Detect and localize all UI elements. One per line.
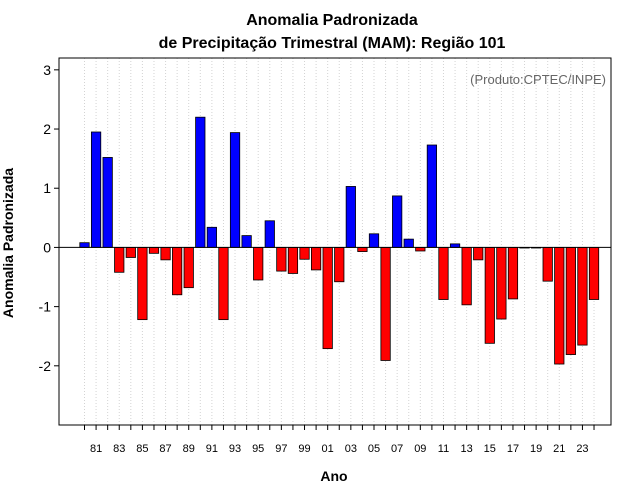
- bar-15: [484, 247, 495, 344]
- bar-02: [334, 247, 345, 283]
- bar-80: [79, 242, 90, 248]
- y-tick-label: -2: [39, 358, 52, 374]
- plot-frame: [58, 57, 612, 426]
- bar-13: [461, 247, 472, 306]
- bar-87: [160, 247, 171, 261]
- x-tick-label: 93: [229, 443, 241, 455]
- x-tick-label: 87: [159, 443, 171, 455]
- x-tick-label: 07: [391, 443, 403, 455]
- bar-22: [565, 247, 576, 355]
- bar-04: [357, 247, 368, 252]
- bar-05: [368, 233, 380, 248]
- x-axis-title: Ano: [320, 468, 347, 484]
- x-tick-label: 17: [507, 443, 519, 455]
- bar-24: [588, 247, 600, 300]
- x-tick-label: 85: [136, 443, 148, 455]
- chart-title: Anomalia Padronizada: [246, 12, 418, 29]
- y-tick-label: 2: [43, 121, 51, 137]
- bar-93: [229, 132, 241, 248]
- bar-95: [253, 247, 264, 281]
- bar-09: [415, 247, 426, 252]
- bar-07: [392, 195, 403, 248]
- bar-98: [287, 247, 299, 274]
- x-tick-label: 03: [345, 443, 357, 455]
- x-tick-label: 89: [183, 443, 195, 455]
- x-tick-label: 11: [438, 443, 449, 455]
- bar-01: [322, 247, 333, 350]
- bar-00: [310, 247, 322, 271]
- bar-08: [403, 238, 414, 248]
- bar-23: [577, 247, 588, 346]
- chart-subtitle: de Precipitação Trimestral (MAM): Região…: [159, 35, 506, 52]
- bar-97: [276, 247, 287, 272]
- x-tick-label: 83: [113, 443, 125, 455]
- x-tick-label: 91: [206, 443, 218, 455]
- x-tick-label: 13: [461, 443, 473, 455]
- y-tick-label: 3: [43, 62, 51, 78]
- vertical-gridlines: [84, 58, 595, 425]
- x-tick-label: 95: [252, 443, 264, 455]
- bar-81: [90, 131, 102, 248]
- bar-14: [473, 247, 484, 261]
- y-axis: -2 -1 0 1 2 3: [39, 62, 59, 374]
- y-tick-label: 0: [43, 239, 51, 255]
- credit-text: (Produto:CPTEC/INPE): [470, 72, 606, 87]
- y-tick-label: -1: [39, 299, 52, 315]
- bar-88: [172, 247, 183, 296]
- x-tick-label: 01: [322, 443, 334, 455]
- bar-85: [137, 247, 148, 321]
- x-axis: 81 83 85 87 89 91 93 95 97 99 01 03 05 07 09 11 13 15 17 19…: [84, 425, 595, 455]
- bar-20: [542, 247, 553, 282]
- bar-03: [345, 186, 356, 248]
- bar-21: [554, 247, 565, 365]
- bar-99: [299, 247, 310, 260]
- bar-94: [241, 235, 252, 248]
- x-tick-label: 99: [298, 443, 310, 455]
- x-tick-label: 09: [414, 443, 426, 455]
- x-tick-label: 81: [90, 443, 102, 455]
- y-tick-label: 1: [43, 180, 51, 196]
- bar-83: [114, 247, 125, 273]
- x-tick-label: 15: [484, 443, 496, 455]
- x-tick-label: 21: [553, 443, 565, 455]
- x-tick-label: 19: [530, 443, 542, 455]
- bar-11: [438, 247, 449, 300]
- bar-92: [218, 247, 229, 321]
- bar-10: [426, 144, 438, 248]
- bar-89: [183, 247, 194, 289]
- x-tick-label: 23: [576, 443, 588, 455]
- bar-12: [449, 243, 461, 248]
- bar-82: [102, 157, 113, 248]
- x-tick-label: 05: [368, 443, 380, 455]
- bar-91: [206, 226, 217, 248]
- bar-17: [507, 247, 519, 300]
- x-tick-label: 97: [275, 443, 287, 455]
- bar-86: [148, 247, 160, 254]
- bar-84: [125, 247, 136, 258]
- y-axis-title: Anomalia Padronizada: [0, 168, 16, 318]
- bar-06: [380, 247, 391, 361]
- bar-96: [264, 220, 275, 248]
- bar-16: [496, 247, 507, 320]
- bar-90: [195, 116, 206, 248]
